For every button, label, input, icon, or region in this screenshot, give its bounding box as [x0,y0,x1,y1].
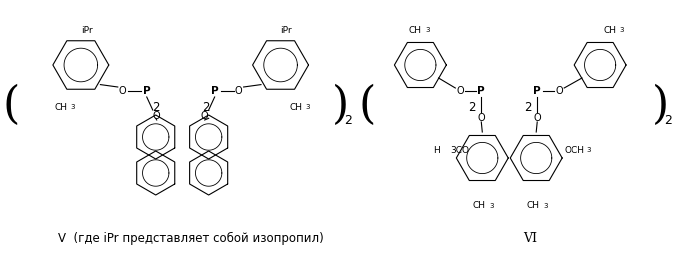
Text: CH: CH [409,25,422,34]
Text: 3: 3 [489,203,493,209]
Text: (: ( [359,83,376,127]
Text: 3: 3 [305,104,310,110]
Text: O: O [119,86,126,96]
Text: O: O [153,111,161,121]
Text: O: O [201,111,209,121]
Text: CH: CH [473,202,486,211]
Text: V  (где iPr представляет собой изопропил): V (где iPr представляет собой изопропил) [58,232,324,244]
Text: 3: 3 [586,147,591,153]
Text: 3CO: 3CO [450,146,469,155]
Text: O: O [235,86,242,96]
Text: H: H [433,146,440,155]
Text: 2: 2 [468,100,476,113]
Text: iPr: iPr [280,25,291,34]
Text: iPr: iPr [81,25,93,34]
Text: OCH: OCH [564,146,584,155]
Text: O: O [477,113,485,123]
Text: ): ) [651,83,669,127]
Text: 3: 3 [425,27,429,33]
Text: ): ) [332,83,349,127]
Text: O: O [533,113,541,123]
Text: O: O [556,86,563,96]
Text: P: P [533,86,541,96]
Text: 2: 2 [152,100,159,113]
Text: 3: 3 [620,27,624,33]
Text: CH: CH [604,25,616,34]
Text: P: P [211,86,218,96]
Text: 3: 3 [543,203,547,209]
Text: 2: 2 [345,113,352,126]
Text: 2: 2 [524,100,532,113]
Text: CH: CH [54,103,67,112]
Text: P: P [143,86,151,96]
Text: CH: CH [527,202,540,211]
Text: 2: 2 [202,100,209,113]
Text: VI: VI [524,232,537,244]
Text: 3: 3 [70,104,75,110]
Text: (: ( [2,83,20,127]
Text: 2: 2 [664,113,672,126]
Text: O: O [456,86,464,96]
Text: CH: CH [289,103,302,112]
Text: P: P [477,86,485,96]
